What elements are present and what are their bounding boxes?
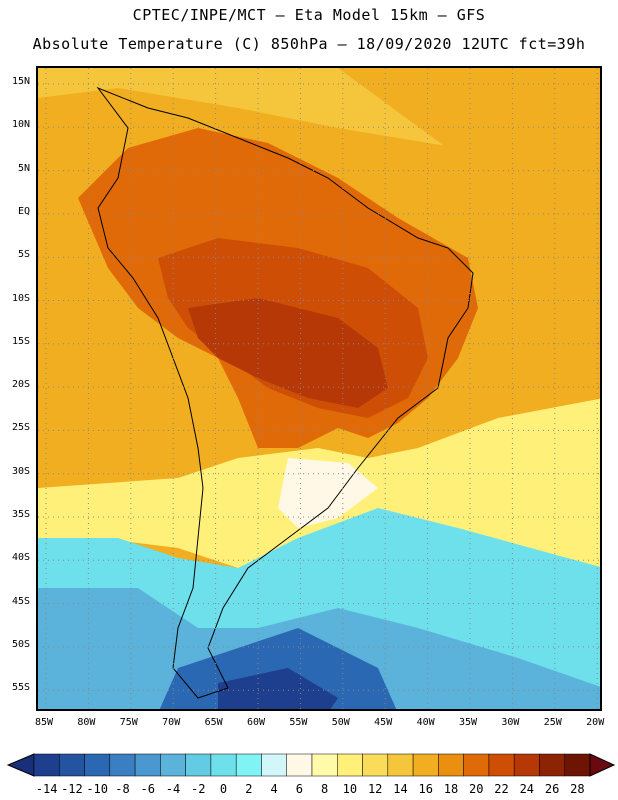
colorbar-label: -8 [115,782,130,796]
colorbar-label: 28 [570,782,585,796]
lat-tick-label: 35S [11,509,30,520]
colorbar-cell [59,753,85,777]
colorbar-cell [337,753,363,777]
lat-tick-label: 15S [11,335,30,347]
lat-tick-label: 5S [17,249,30,261]
lon-tick-label: 35W [458,717,478,728]
colorbar-cell [134,753,161,777]
lon-tick-label: 55W [289,717,308,728]
colorbar-cell [438,753,464,777]
colorbar-label: 2 [245,782,253,796]
colorbar-cell [412,753,439,777]
north-atlantic-band [338,68,600,207]
coastline [96,86,474,699]
temperature-map [38,68,600,709]
colorbar-cell [235,753,262,777]
colorbar-cell [513,753,540,777]
colorbar-label: 8 [321,782,329,796]
coldest-center [218,668,338,709]
colorbar-label: 26 [544,782,560,796]
lon-tick-label: 40W [416,717,435,728]
lat-tick-label: 30S [11,465,30,477]
lon-tick-label: 80W [77,717,96,728]
colorbar-label: 12 [367,782,383,796]
colorbar-label: 24 [519,782,535,796]
colorbar-label: 4 [270,782,278,796]
colorbar-label: 20 [469,782,484,796]
colorbar-cell [463,753,490,777]
lon-tick-label: 45W [374,717,393,728]
lat-tick-label: 20S [11,379,30,391]
lon-tick-label: 25W [543,717,562,728]
colorbar-cell [109,753,136,777]
colorbar-label: 14 [393,782,408,796]
colorbar-cell [261,753,287,777]
title-line-2: Absolute Temperature (C) 850hPa – 18/09/… [32,35,586,53]
lat-tick-label: 25S [11,422,30,434]
continent-hottest-region [188,298,388,408]
colorbar-cell [311,753,338,777]
colorbar-label: 6 [295,782,303,796]
transition-zone [278,458,378,528]
colorbar-label: -4 [165,782,181,796]
lat-tick-label: 45S [11,595,30,607]
lat-tick-label: 50S [11,638,30,650]
colorbar [6,753,616,777]
colorbar-cell [286,753,313,777]
colorbar-label: -2 [191,782,206,796]
lon-tick-label: 75W [119,717,138,728]
colorbar-cell [210,753,237,777]
colorbar-label: -12 [61,782,83,796]
lat-tick-label: 55S [11,682,30,694]
lat-tick-label: 10S [11,292,30,304]
lat-tick-label: 40S [11,552,30,564]
colorbar-label: 10 [342,782,358,796]
title-line-1: CPTEC/INPE/MCT – Eta Model 15km – GFS [132,6,486,24]
colorbar-cell [185,753,212,777]
lon-tick-label: 50W [331,717,350,728]
colorbar-cell [539,753,565,777]
lat-tick-label: 5N [17,162,30,174]
colorbar-label: -14 [35,782,58,796]
colorbar-over-arrow [589,753,616,777]
lat-tick-label: 15N [11,76,30,87]
colorbar-cell [564,753,591,777]
lon-tick-label: 85W [34,717,54,728]
colorbar-cell [488,753,515,777]
colorbar-cell [33,753,60,777]
colorbar-label: 0 [219,782,228,796]
colorbar-under-arrow [6,753,35,777]
lon-tick-label: 60W [246,717,266,728]
lon-tick-label: 20W [586,717,605,728]
colorbar-cell [387,753,414,777]
colorbar-cell [160,753,186,777]
colorbar-label: 16 [418,782,433,796]
lat-tick-label: EQ [17,205,30,217]
lon-tick-label: 30W [501,717,520,728]
lon-tick-label: 65W [204,717,223,728]
lon-tick-label: 70W [162,717,181,728]
map-panel [36,66,602,711]
colorbar-cells [6,753,616,777]
colorbar-label: -10 [86,782,109,796]
colorbar-cell [362,753,389,777]
colorbar-label: 18 [443,782,459,796]
colorbar-label: -6 [140,782,155,796]
lat-tick-label: 10N [11,119,30,131]
colorbar-cell [84,753,111,777]
colorbar-label: 22 [494,782,509,796]
